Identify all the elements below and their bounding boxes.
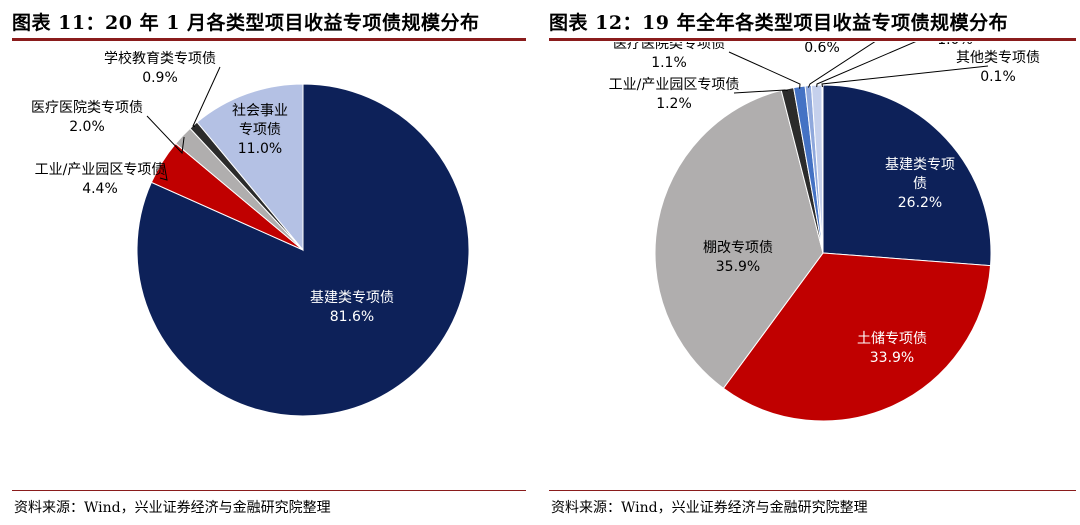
slice-name-label: 基建类专项债 bbox=[310, 289, 394, 306]
slice-value-label: 1.2% bbox=[656, 96, 692, 112]
slice-label: 土储专项债 33.9% bbox=[857, 331, 927, 366]
pie-slice bbox=[722, 252, 992, 422]
slice-label: 社会事业专项债 11.0% bbox=[232, 103, 288, 157]
slice-name-label: 其他类专项债 bbox=[956, 50, 1040, 66]
slice-name-label: 基建类专项债 bbox=[885, 156, 955, 192]
slice-label: 基建类专项债 81.6% bbox=[310, 289, 394, 325]
slice-label: 棚改专项债 35.9% bbox=[703, 240, 773, 275]
leader-line bbox=[146, 115, 185, 155]
slice-name-label: 学校教育类专项债 bbox=[104, 50, 216, 67]
leader-line bbox=[733, 89, 788, 94]
slice-name-label: 棚改专项债 bbox=[703, 240, 773, 256]
slice-value-label: 33.9% bbox=[870, 350, 914, 366]
slice-value-label: 11.0% bbox=[238, 141, 282, 157]
pie-slices bbox=[136, 83, 470, 417]
pie-slice bbox=[196, 83, 304, 252]
slice-label: 工业/产业园区专项债 1.2% bbox=[609, 77, 740, 112]
slice-name-label: 医疗医院类专项债 bbox=[613, 42, 725, 52]
chart-panel-left: 图表 11：20 年 1 月各类型项目收益专项债规模分布 基建类专项债 81.6%… bbox=[0, 0, 530, 525]
slice-value-label: 2.0% bbox=[69, 119, 105, 135]
slice-name-label: 医疗医院类专项债 bbox=[31, 100, 143, 116]
slice-label: 医疗医院类专项债 1.1% bbox=[613, 42, 725, 71]
slice-value-label: 0.9% bbox=[142, 70, 178, 86]
leader-line bbox=[159, 163, 168, 181]
slice-value-label: 81.6% bbox=[330, 309, 374, 325]
pie-chart-left: 基建类专项债 81.6% 工业/产业园区专项债 4.4% 医疗医院类专项债 2.0% 学校教… bbox=[31, 50, 470, 417]
slice-value-label: 1.1% bbox=[651, 55, 687, 71]
slice-name-label: 社会事业专项债 bbox=[232, 103, 288, 138]
slice-label: 其他类专项债 0.1% bbox=[956, 50, 1040, 85]
leader-line bbox=[821, 65, 989, 88]
pie-slice bbox=[654, 89, 824, 389]
slice-value-label: 35.9% bbox=[716, 259, 760, 275]
source-rule-right bbox=[549, 490, 1076, 491]
slice-name-label: 工业/产业园区专项债 bbox=[609, 77, 740, 93]
source-note-left: 资料来源：Wind，兴业证券经济与金融研究院整理 bbox=[14, 500, 331, 516]
slice-value-label: 0.1% bbox=[980, 69, 1016, 85]
pie-slices bbox=[654, 84, 992, 422]
pie-slice bbox=[822, 84, 992, 267]
leader-line bbox=[728, 51, 801, 89]
leader-line bbox=[192, 66, 221, 128]
slice-label: 医疗医院类专项债 2.0% bbox=[31, 100, 143, 135]
title-rule-right bbox=[549, 38, 1076, 41]
leader-line bbox=[807, 42, 876, 88]
chart-title-left: 图表 11：20 年 1 月各类型项目收益专项债规模分布 bbox=[12, 12, 480, 34]
slice-value-label: 26.2% bbox=[898, 195, 942, 211]
slice-name-label: 土储专项债 bbox=[857, 331, 927, 347]
slice-label: 工业/产业园区专项债 4.4% bbox=[35, 162, 166, 197]
chart-title-right: 图表 12：19 年全年各类型项目收益专项债规模分布 bbox=[549, 12, 1009, 34]
chart-panel-right: 图表 12：19 年全年各类型项目收益专项债规模分布 基建类专项债 26.2% 土储… bbox=[545, 0, 1080, 525]
pie-chart-right: 基建类专项债 26.2% 土储专项债 33.9% 棚改专项债 35.9% 工业/产业园区专项… bbox=[609, 42, 1040, 422]
slice-label: 基建类专项债 26.2% bbox=[885, 156, 955, 211]
title-rule-left bbox=[12, 38, 526, 41]
source-rule-left bbox=[12, 490, 526, 491]
source-note-right: 资料来源：Wind，兴业证券经济与金融研究院整理 bbox=[551, 500, 868, 516]
leader-line bbox=[816, 42, 917, 88]
slice-label: 学校教育类专项债 0.9% bbox=[104, 50, 216, 86]
slice-value-label: 0.6% bbox=[804, 42, 840, 56]
slice-name-label: 工业/产业园区专项债 bbox=[35, 162, 166, 178]
slice-value-label: 4.4% bbox=[82, 181, 118, 197]
slice-value-label: 1.0% bbox=[937, 42, 973, 48]
